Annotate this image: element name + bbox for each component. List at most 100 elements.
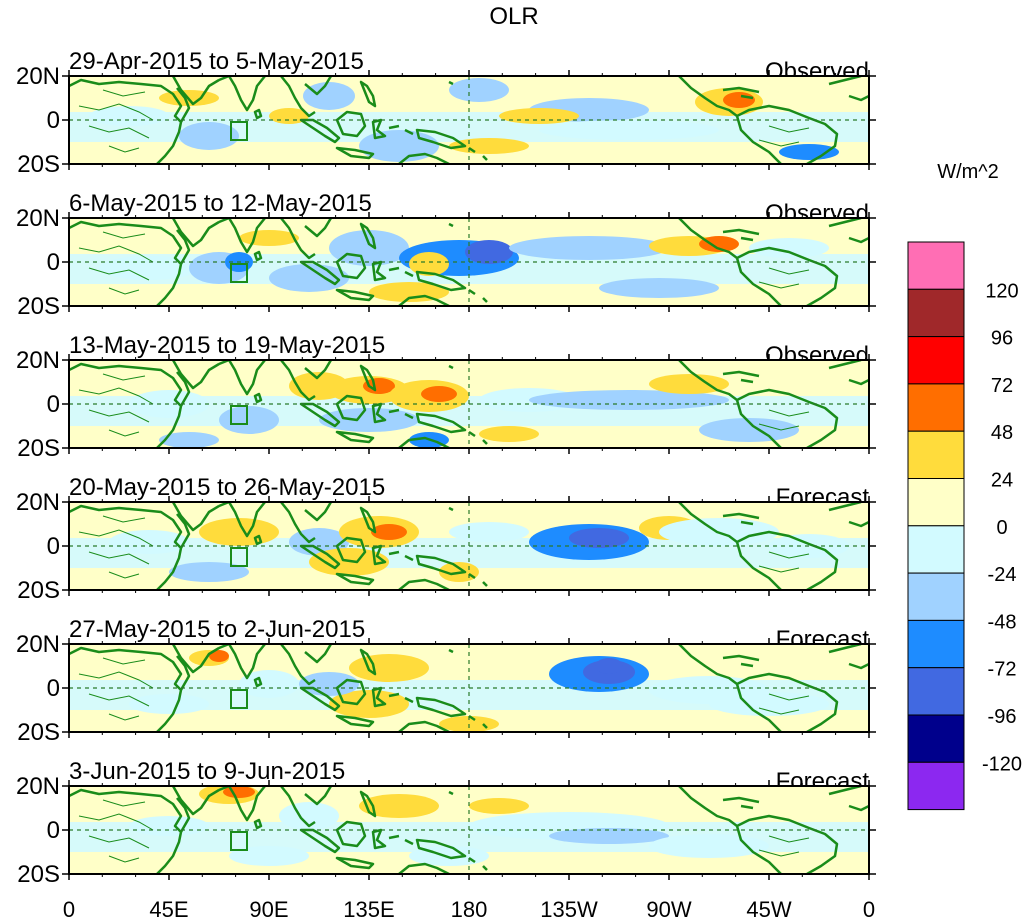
lon-label: 90E <box>249 897 288 920</box>
anomaly-contour <box>599 278 719 298</box>
anomaly-contour <box>409 252 449 276</box>
lat-label: 0 <box>47 533 60 560</box>
lat-label: 20N <box>16 63 60 90</box>
anomaly-contour <box>529 390 729 410</box>
colorbar-segment <box>907 572 965 621</box>
anomaly-contour <box>421 386 457 402</box>
colorbar-label: 0 <box>996 517 1007 539</box>
anomaly-contour <box>595 658 623 674</box>
anomaly-contour <box>509 236 669 260</box>
period-label: 20-May-2015 to 26-May-2015 <box>69 474 385 501</box>
anomaly-contour <box>469 798 529 814</box>
lon-label: 45E <box>149 897 188 920</box>
colorbar: 120 96 72 48 24 0 -24 -48 -72 -96 -120 <box>907 241 1022 811</box>
lon-label: 135W <box>540 897 598 920</box>
map-area <box>69 76 869 164</box>
colorbar-label: 96 <box>991 328 1013 350</box>
anomaly-contour <box>649 374 729 394</box>
lat-label: 20S <box>17 861 60 888</box>
longitude-axis: 0 45E 90E 135E 180 135W 90W 45W 0 <box>63 897 875 920</box>
anomaly-contour <box>549 828 669 844</box>
anomaly-contour <box>209 650 229 662</box>
colorbar-segment <box>907 288 965 338</box>
anomaly-contour <box>159 432 219 448</box>
anomaly-contour <box>239 670 299 698</box>
colorbar-segment <box>907 667 965 716</box>
anomaly-contour <box>363 378 395 394</box>
colorbar-segment <box>907 336 965 385</box>
lon-label: 0 <box>63 897 75 920</box>
lat-label: 20S <box>17 293 60 320</box>
map-area <box>69 360 869 448</box>
map-panel: 20-May-2015 to 26-May-2015 Forecast20N020… <box>16 474 876 604</box>
lat-label: 20S <box>17 719 60 746</box>
colorbar-label: -96 <box>988 706 1017 728</box>
lat-label: 20N <box>16 347 60 374</box>
colorbar-label: 24 <box>991 470 1013 492</box>
period-label: 13-May-2015 to 19-May-2015 <box>69 332 385 359</box>
colorbar-label: -24 <box>988 564 1017 586</box>
anomaly-contour <box>109 530 189 554</box>
period-label: 27-May-2015 to 2-Jun-2015 <box>69 616 365 643</box>
period-label: 29-Apr-2015 to 5-May-2015 <box>69 48 364 75</box>
anomaly-contour <box>499 108 579 124</box>
lon-label: 45W <box>746 897 791 920</box>
anomaly-contour <box>329 690 409 718</box>
lat-label: 0 <box>47 249 60 276</box>
figure-title: OLR <box>489 3 538 30</box>
map-panel: 13-May-2015 to 19-May-2015 Observed20N020… <box>16 332 876 462</box>
box-marker-icon <box>230 831 248 851</box>
anomaly-contour <box>169 562 249 582</box>
anomaly-contour <box>349 654 429 682</box>
colorbar-label: -120 <box>982 753 1022 775</box>
anomaly-contour <box>449 522 529 542</box>
colorbar-segment <box>907 619 965 669</box>
lon-label: 180 <box>451 897 488 920</box>
lat-label: 20S <box>17 151 60 178</box>
anomaly-contour <box>219 406 279 434</box>
lat-label: 20N <box>16 631 60 658</box>
anomaly-contour <box>779 144 839 160</box>
map-area <box>69 218 869 306</box>
box-marker-icon <box>230 547 248 567</box>
lon-label: 0 <box>863 897 875 920</box>
box-marker-icon <box>230 263 248 283</box>
colorbar-label: 48 <box>991 422 1013 444</box>
anomaly-contour <box>649 834 769 858</box>
anomaly-contour <box>749 238 829 258</box>
anomaly-contour <box>319 408 419 432</box>
colorbar-segment <box>907 525 965 574</box>
unit-label: W/m^2 <box>937 161 999 183</box>
colorbar-segment <box>907 714 965 763</box>
lat-label: 0 <box>47 391 60 418</box>
lat-label: 20S <box>17 577 60 604</box>
lat-label: 20S <box>17 435 60 462</box>
colorbar-label: 120 <box>985 280 1018 302</box>
colorbar-segment <box>907 761 965 811</box>
anomaly-contour <box>359 794 439 818</box>
lat-label: 0 <box>47 107 60 134</box>
anomaly-contour <box>709 692 829 716</box>
box-marker-icon <box>230 121 248 141</box>
map-area <box>69 502 869 590</box>
anomaly-contour <box>129 694 209 714</box>
colorbar-label: -48 <box>988 611 1017 633</box>
anomaly-contour <box>699 236 739 252</box>
lon-label: 135E <box>343 897 394 920</box>
map-area <box>69 644 869 732</box>
map-panels: 29-Apr-2015 to 5-May-2015 Observed20N020S… <box>16 48 876 888</box>
period-label: 3-Jun-2015 to 9-Jun-2015 <box>69 758 345 785</box>
lat-label: 0 <box>47 817 60 844</box>
period-label: 6-May-2015 to 12-May-2015 <box>69 190 372 217</box>
anomaly-contour <box>129 816 209 836</box>
anomaly-contour <box>569 528 629 548</box>
box-marker-icon <box>230 405 248 425</box>
anomaly-contour <box>723 92 755 108</box>
anomaly-contour <box>539 120 719 140</box>
anomaly-contour <box>449 78 509 102</box>
lon-label: 90W <box>646 897 691 920</box>
